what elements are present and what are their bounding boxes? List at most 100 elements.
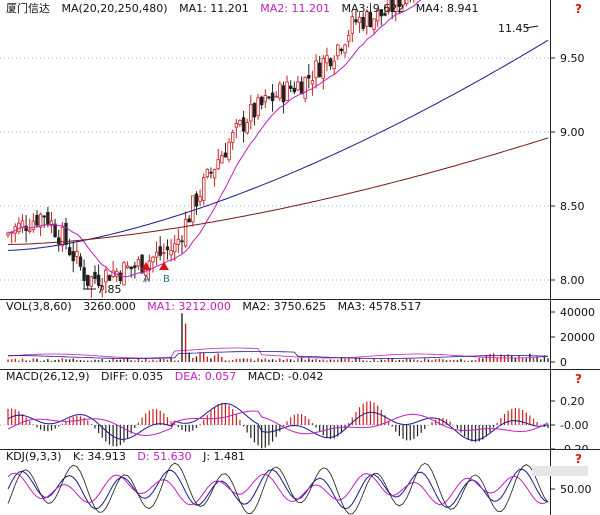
ma4-value: MA4: 8.941 <box>415 2 479 15</box>
candle-body <box>339 48 344 52</box>
price-chart-panel[interactable]: 11.0010.5010.009.509.008.508.0011.457.85… <box>0 0 600 300</box>
price-axis-divider <box>550 0 551 515</box>
help-icon[interactable]: ? <box>575 452 582 466</box>
marker-b-arrow <box>159 262 169 270</box>
candle-body <box>86 274 90 286</box>
diff-line <box>7 402 549 441</box>
vol-ma1-line <box>7 347 549 359</box>
panel-divider <box>0 369 600 370</box>
ma2-value: MA2: 11.201 <box>260 2 331 15</box>
candle-body <box>107 275 112 281</box>
candle-body <box>24 225 28 232</box>
candle-body <box>234 123 239 128</box>
help-icon[interactable]: ? <box>575 372 582 386</box>
ma3-value: MA3: 9.622 <box>341 2 405 15</box>
kdj-k: K: 34.913 <box>73 450 126 463</box>
vol-ma2: MA2: 3750.625 <box>242 300 327 313</box>
help-icon[interactable]: ? <box>575 2 582 16</box>
candle-body <box>154 251 159 258</box>
candle-body <box>375 9 380 22</box>
candle-body <box>67 247 72 256</box>
stock-name: 厦门信达 <box>6 2 50 15</box>
candle-body <box>57 237 61 245</box>
vol-ma3: MA3: 4578.517 <box>337 300 422 313</box>
candle-body <box>173 243 177 253</box>
vol-ma2-line <box>8 351 549 359</box>
watermark-overlay <box>532 466 588 476</box>
high-price-annotation: 11.45 <box>498 22 530 35</box>
ma4-line <box>7 137 549 245</box>
candle-body <box>245 122 249 134</box>
candle-body <box>49 220 54 227</box>
price-header: 厦门信达 MA(20,20,250,480) MA1: 11.201 MA2: … <box>6 0 486 16</box>
macd-tick-label: 0.20 <box>560 395 585 408</box>
candle-body <box>183 218 188 247</box>
macd-dea: DEA: 0.057 <box>174 370 237 383</box>
panel-divider <box>0 449 600 450</box>
marker-a-arrow <box>141 262 151 270</box>
candle-body <box>53 223 57 238</box>
candle-body <box>252 103 257 118</box>
macd-chart[interactable]: 0.20 -0.00 -0.20 <box>0 370 600 450</box>
candlestick-chart[interactable]: 11.0010.5010.009.509.008.508.0011.457.85… <box>0 0 600 300</box>
kdj-chart-panel[interactable]: 50.00 KDJ(9,3,3) K: 34.913 D: 51.630 J: … <box>0 450 600 515</box>
candle-body <box>194 193 199 207</box>
candle-body <box>60 226 65 247</box>
candle-body <box>278 83 282 99</box>
candle-body <box>220 155 224 164</box>
candle-body <box>202 177 206 201</box>
price-tick-label: 9.00 <box>560 126 585 139</box>
kdj-j: J: 1.481 <box>203 450 246 463</box>
candle-body <box>191 195 195 223</box>
candle-body <box>325 55 329 64</box>
candle-body <box>314 60 318 79</box>
kdj-header: KDJ(9,3,3) K: 34.913 D: 51.630 J: 1.481 <box>6 450 253 463</box>
candle-body <box>64 222 68 245</box>
candle-body <box>361 16 365 29</box>
ma-params: MA(20,20,250,480) <box>61 2 168 15</box>
candle-body <box>140 254 144 274</box>
volume-chart[interactable]: 40000 20000 0 <box>0 300 600 370</box>
price-tick-label: 9.50 <box>560 52 585 65</box>
dea-line <box>7 410 549 437</box>
candle-body <box>17 222 21 233</box>
candle-body <box>125 265 130 269</box>
vol-params: VOL(3,8,60) <box>6 300 72 313</box>
candle-body <box>122 262 126 286</box>
volume-chart-panel[interactable]: 40000 20000 0 VOL(3,8,60) 3260.000 MA1: 32… <box>0 300 600 370</box>
candle-body <box>28 229 32 232</box>
candle-body <box>180 240 184 243</box>
candle-body <box>343 44 347 54</box>
candle-body <box>96 274 101 286</box>
candle-body <box>241 117 246 132</box>
kdj-tick-label: 50.00 <box>560 483 592 496</box>
macd-value: MACD: -0.042 <box>247 370 324 383</box>
candle-body <box>216 159 220 170</box>
d-line <box>7 472 549 506</box>
ma1-value: MA1: 11.201 <box>179 2 249 15</box>
candle-body <box>281 85 286 103</box>
candle-body <box>82 267 86 281</box>
candle-body <box>42 215 46 218</box>
candle-body <box>379 9 383 17</box>
candle-body <box>187 218 191 223</box>
kdj-d: D: 51.630 <box>137 450 192 463</box>
panel-divider <box>0 299 600 300</box>
volume-tick-label: 0 <box>560 356 567 369</box>
annotation-leader <box>525 25 539 29</box>
kdj-chart[interactable]: 50.00 <box>0 450 600 515</box>
candle-body <box>205 168 210 178</box>
candle-body <box>38 213 43 228</box>
candle-body <box>401 0 405 6</box>
candle-body <box>75 250 79 257</box>
candle-body <box>270 92 275 102</box>
candle-body <box>274 95 278 98</box>
candle-body <box>71 251 75 262</box>
volume-tick-label: 40000 <box>560 306 595 319</box>
candle-body <box>372 18 376 30</box>
candle-body <box>256 97 260 117</box>
candle-body <box>169 250 173 256</box>
candle-body <box>158 246 162 256</box>
candle-body <box>386 0 391 13</box>
macd-chart-panel[interactable]: 0.20 -0.00 -0.20 MACD(26,12,9) DIFF: 0.035… <box>0 370 600 450</box>
